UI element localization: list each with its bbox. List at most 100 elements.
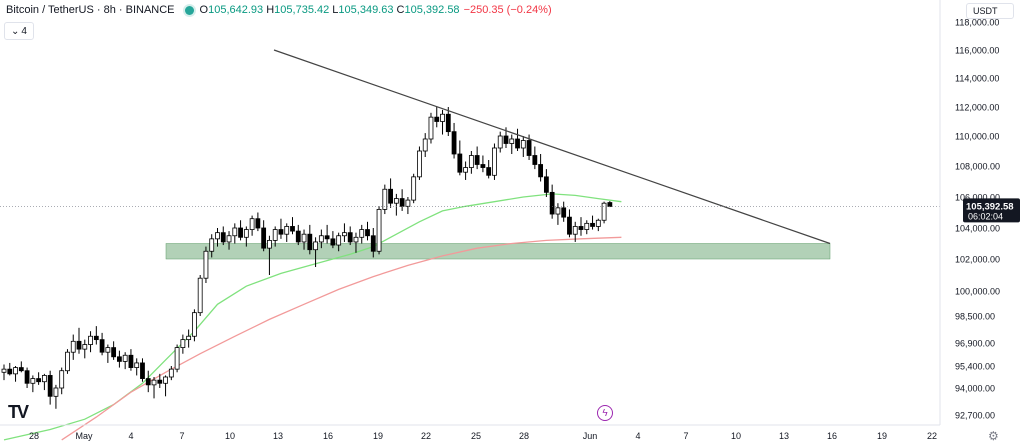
symbol-title[interactable]: Bitcoin / TetherUS · 8h · BINANCE xyxy=(6,4,175,16)
candle xyxy=(428,112,434,144)
candle xyxy=(238,220,243,241)
candle-body xyxy=(82,344,88,350)
candle-body xyxy=(451,131,457,155)
market-status-icon xyxy=(184,5,194,15)
candle-body xyxy=(520,140,526,149)
candle-body xyxy=(105,347,111,353)
candle xyxy=(122,352,128,370)
candle xyxy=(359,224,365,244)
candle-body xyxy=(301,233,307,243)
candle-body xyxy=(393,198,399,204)
candle-body xyxy=(555,207,561,215)
lightning-icon[interactable]: ϟ xyxy=(597,405,613,421)
candle-body xyxy=(7,368,13,375)
candle-body xyxy=(463,167,469,173)
candle-body xyxy=(399,198,405,207)
candle-body xyxy=(457,153,463,173)
candle-body xyxy=(1,368,7,373)
candle xyxy=(36,372,42,385)
candle xyxy=(99,332,105,356)
candle xyxy=(41,373,47,391)
y-tick-label: 110,000.00 xyxy=(955,132,999,142)
candle xyxy=(18,361,24,373)
candle xyxy=(555,203,561,225)
countdown-label: 06:02:04 xyxy=(968,211,1003,221)
candle xyxy=(226,231,232,250)
trendline xyxy=(273,49,831,245)
candle xyxy=(13,366,18,382)
candle-body xyxy=(330,238,336,246)
candle xyxy=(295,224,301,246)
candle-body xyxy=(65,351,70,372)
candle-body xyxy=(134,362,140,368)
currency-selector[interactable]: USDT xyxy=(966,3,1014,19)
candle-body xyxy=(93,335,99,341)
candle xyxy=(515,128,520,151)
candle xyxy=(134,358,140,376)
candle-body xyxy=(145,378,151,386)
candle-body xyxy=(365,229,370,237)
candle xyxy=(365,221,370,241)
candle xyxy=(30,375,36,393)
candle xyxy=(24,367,30,388)
candle-body xyxy=(290,226,295,232)
candle xyxy=(117,350,122,368)
y-tick-label: 98,500.00 xyxy=(955,312,995,322)
candle-body xyxy=(70,340,76,353)
candle-body xyxy=(515,138,520,149)
x-tick-label: 16 xyxy=(323,431,333,441)
candle-body xyxy=(220,232,226,243)
y-tick-label: 96,900.00 xyxy=(955,339,995,349)
tradingview-logo[interactable]: TV xyxy=(8,402,29,423)
candle xyxy=(561,201,567,222)
candle-body xyxy=(99,339,105,353)
candle xyxy=(307,224,313,255)
candle xyxy=(382,184,388,215)
candle-body xyxy=(405,199,411,207)
candle xyxy=(249,215,255,236)
candle xyxy=(601,201,607,224)
x-tick-label: Jun xyxy=(583,431,598,441)
x-tick-label: 7 xyxy=(683,431,688,441)
candle-body xyxy=(284,226,290,235)
x-tick-label: 4 xyxy=(635,431,640,441)
candle-body xyxy=(578,226,584,230)
candle-body xyxy=(249,218,255,230)
y-tick-label: 94,000.00 xyxy=(955,384,995,394)
candle-body xyxy=(497,135,503,149)
y-tick-label: 95,400.00 xyxy=(955,362,995,372)
candle xyxy=(105,344,111,363)
candle-body xyxy=(440,113,445,122)
legend-toggle-button[interactable]: ⌄ 4 xyxy=(4,22,34,40)
y-tick-label: 112,000.00 xyxy=(955,103,999,113)
ema-slow-line xyxy=(61,236,622,441)
candle-body xyxy=(509,138,515,144)
candle-body xyxy=(59,370,65,389)
candle xyxy=(405,197,411,215)
candle xyxy=(411,173,417,204)
candle-body xyxy=(342,232,347,237)
candle-body xyxy=(209,238,215,252)
ema-fast-line xyxy=(3,193,622,441)
candle xyxy=(486,160,492,179)
candle-body xyxy=(203,250,209,279)
candle xyxy=(157,373,163,388)
candle-body xyxy=(538,164,544,178)
candle-body xyxy=(376,208,382,252)
candle-body xyxy=(480,164,486,168)
candle-body xyxy=(174,347,180,370)
candle xyxy=(151,377,157,399)
candle-body xyxy=(359,229,365,238)
candle-body xyxy=(370,235,376,252)
candle-body xyxy=(532,155,538,165)
candle-body xyxy=(255,218,261,229)
candle xyxy=(457,140,463,176)
gear-icon[interactable]: ⚙ xyxy=(988,429,999,443)
candle xyxy=(342,223,347,242)
logo-text: TV xyxy=(8,402,29,422)
candle xyxy=(174,344,180,373)
candle xyxy=(76,327,82,354)
indicator-count: 4 xyxy=(21,25,27,37)
